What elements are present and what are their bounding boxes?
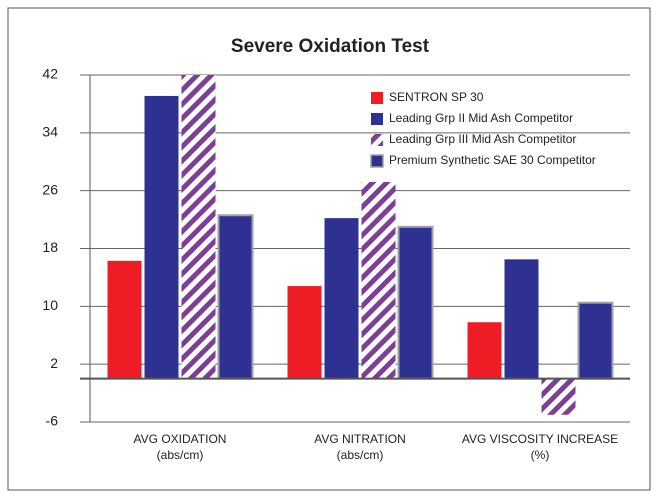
legend-label: SENTRON SP 30 (389, 90, 484, 104)
y-tick-label: 26 (42, 181, 58, 197)
bar (287, 286, 322, 379)
x-tick-unit: (abs/cm) (337, 448, 384, 462)
bar (324, 218, 359, 379)
bar (217, 214, 254, 380)
x-tick-label: AVG NITRATION (314, 432, 406, 446)
legend-label: Premium Synthetic SAE 30 Competitor (389, 153, 596, 167)
legend-swatch (370, 154, 384, 168)
y-tick-label: 10 (42, 297, 58, 313)
bar (397, 225, 434, 380)
y-tick-label: 34 (42, 124, 58, 140)
x-tick-unit: (%) (531, 448, 550, 462)
bar (577, 301, 614, 380)
bar (361, 181, 396, 379)
y-tick-label: -6 (46, 413, 59, 429)
chart-title: Severe Oxidation Test (231, 36, 430, 57)
bar (144, 95, 179, 379)
x-tick-label: AVG VISCOSITY INCREASE (462, 432, 618, 446)
legend-swatch (371, 113, 383, 125)
bar (467, 322, 502, 379)
x-tick-label: AVG OXIDATION (134, 432, 227, 446)
legend-label: Leading Grp II Mid Ash Competitor (389, 111, 573, 125)
bar (107, 260, 142, 379)
bar (504, 259, 539, 379)
bar (541, 378, 576, 415)
legend-swatch (371, 134, 383, 146)
x-tick-unit: (abs/cm) (157, 448, 204, 462)
y-tick-label: 2 (50, 355, 58, 371)
legend-label: Leading Grp III Mid Ash Competitor (389, 132, 576, 146)
y-tick-label: 18 (42, 239, 58, 255)
y-tick-label: 42 (42, 66, 58, 82)
legend-swatch (371, 92, 383, 104)
bar (181, 75, 216, 379)
